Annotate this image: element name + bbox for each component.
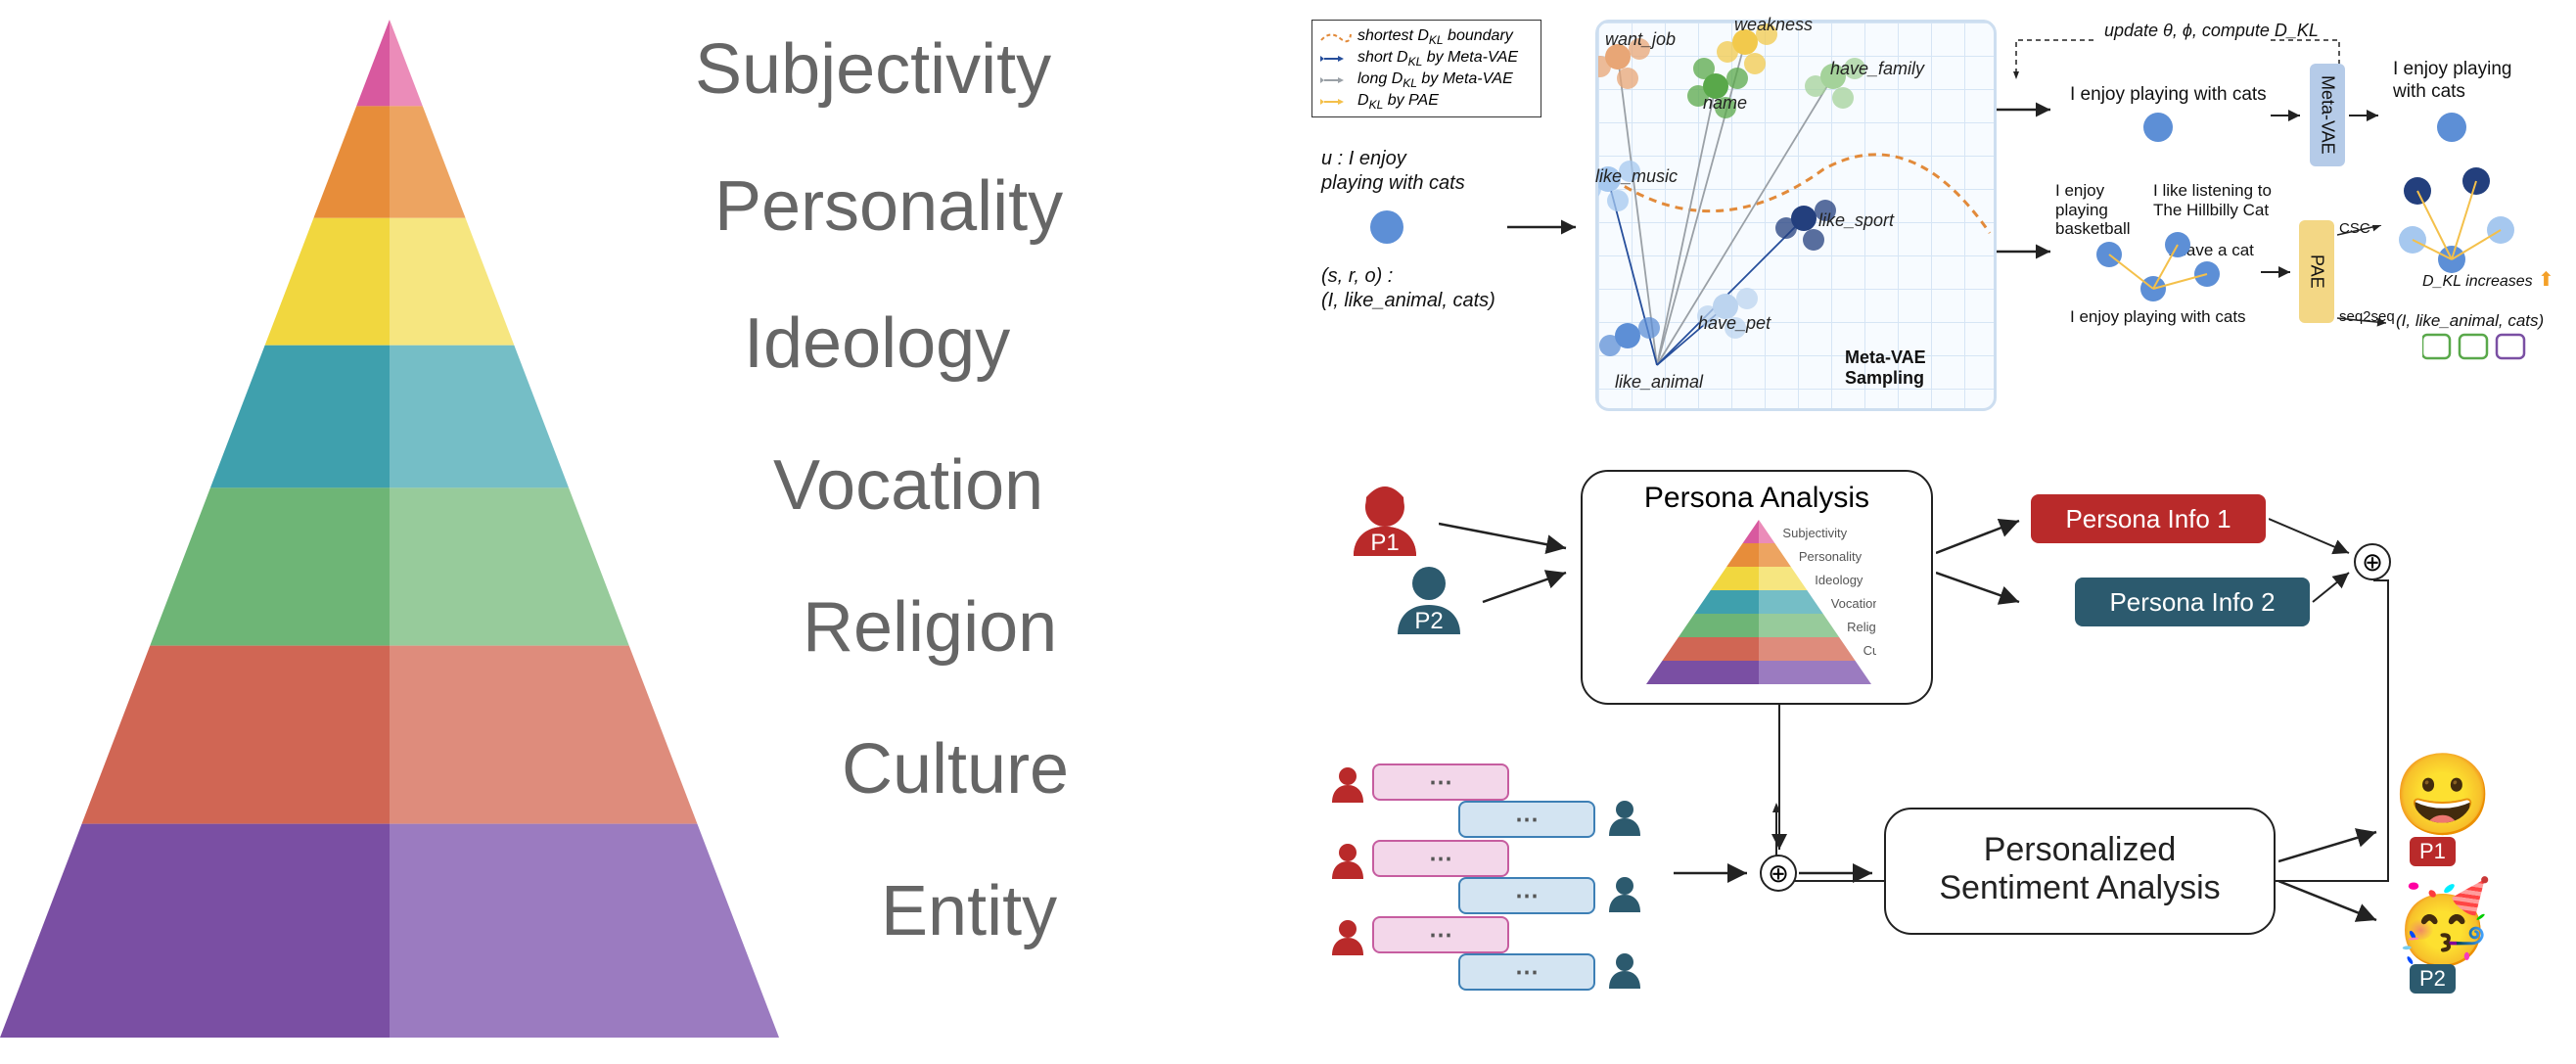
input-dot xyxy=(1370,210,1403,244)
dkl-inc: D_KL increases xyxy=(2422,272,2533,292)
mid-hillbilly: I like listening toThe Hillbilly Cat xyxy=(2153,181,2272,219)
persona-analysis-diagram: P1 P2 Persona Analysis Subjectivity Perso… xyxy=(1311,470,2554,1040)
pyramid-label: Ideology xyxy=(744,303,1010,384)
pae-box: PAE xyxy=(2299,220,2334,323)
pyramid-panel: Subjectivity Personality Ideology Vocation R… xyxy=(0,0,1292,1059)
sentiment-box: PersonalizedSentiment Analysis xyxy=(1884,808,2276,935)
chat-bubble-p2: ⋯ xyxy=(1458,877,1595,914)
out-dot-upper xyxy=(2437,113,2466,142)
p1-icon: P1 xyxy=(1341,480,1429,568)
up-arrow-icon: ⬆ xyxy=(2538,267,2554,292)
out-enjoy-cats: I enjoy playingwith cats xyxy=(2393,59,2511,104)
emoji-p1: 😀 xyxy=(2393,749,2493,843)
cluster-label: name xyxy=(1703,93,1747,114)
cluster-label: have_pet xyxy=(1698,313,1771,334)
pae-input-cluster xyxy=(2085,230,2261,318)
chat-p1-icon xyxy=(1326,840,1369,883)
legend-row: shortest DKL boundary xyxy=(1320,26,1533,48)
meta-vae-box: Meta-VAE xyxy=(2310,64,2345,166)
cluster-label: weakness xyxy=(1734,15,1813,35)
legend-box: shortest DKL boundaryshort DKL by Meta-V… xyxy=(1311,20,1541,117)
chat-p2-icon xyxy=(1603,949,1646,993)
mid-dot-upper xyxy=(2143,113,2173,142)
emoji-p2-label: P2 xyxy=(2410,964,2456,994)
sentiment-title: PersonalizedSentiment Analysis xyxy=(1886,831,2274,907)
chat-p1-icon xyxy=(1326,916,1369,959)
cluster-label: want_job xyxy=(1605,29,1676,50)
legend-row: long DKL by Meta-VAE xyxy=(1320,69,1533,91)
chat-bubble-p1: ⋯ xyxy=(1372,916,1509,953)
svg-text:Personality: Personality xyxy=(1799,549,1863,564)
sampling-label: Meta-VAESampling xyxy=(1845,347,1926,388)
pyramid-label: Religion xyxy=(803,587,1057,668)
arrow-grid-to-upper xyxy=(1997,98,2065,127)
chat-bubble-p1: ⋯ xyxy=(1372,840,1509,877)
svg-text:P1: P1 xyxy=(1370,530,1399,556)
sro-out: (I, like_animal, cats) xyxy=(2396,310,2544,331)
persona-info-1: Persona Info 1 xyxy=(2031,494,2266,543)
pyramid-svg xyxy=(0,0,1292,1059)
chat-p1-icon xyxy=(1326,763,1369,807)
chat-bubble-p1: ⋯ xyxy=(1372,763,1509,801)
input-u: u : I enjoyplaying with cats xyxy=(1321,147,1465,196)
meta-vae-diagram: shortest DKL boundaryshort DKL by Meta-V… xyxy=(1311,20,2554,440)
chat-bubble-p2: ⋯ xyxy=(1458,801,1595,838)
arrows-to-persona xyxy=(1439,509,1586,626)
pyramid-label: Vocation xyxy=(773,445,1043,526)
pyramid-label: Culture xyxy=(842,729,1069,810)
chat-p2-icon xyxy=(1603,797,1646,840)
cluster-label: like_sport xyxy=(1818,210,1894,231)
sro-boxes xyxy=(2422,331,2540,366)
svg-text:Subjectivity: Subjectivity xyxy=(1782,526,1847,540)
cluster-grid xyxy=(1595,20,1997,411)
pyramid-label: Personality xyxy=(714,166,1063,247)
pyramid-label: Entity xyxy=(881,871,1057,951)
arrow-grid-to-lower xyxy=(1997,240,2065,269)
emoji-p2: 🥳 xyxy=(2393,876,2493,970)
legend-row: DKL by PAE xyxy=(1320,91,1533,113)
persona-title: Persona Analysis xyxy=(1583,482,1931,515)
arrow-to-grid xyxy=(1507,215,1595,245)
feedback-arrow xyxy=(1997,34,2349,93)
cluster-label: like_animal xyxy=(1615,372,1703,393)
chat-p2-icon xyxy=(1603,873,1646,916)
emoji-p1-label: P1 xyxy=(2410,837,2456,866)
chat-bubble-p2: ⋯ xyxy=(1458,953,1595,991)
input-sro: (s, r, o) :(I, like_animal, cats) xyxy=(1321,264,1495,313)
cluster-label: like_music xyxy=(1595,166,1678,187)
legend-row: short DKL by Meta-VAE xyxy=(1320,48,1533,69)
cluster-label: have_family xyxy=(1830,59,1924,79)
pyramid-label: Subjectivity xyxy=(695,29,1051,110)
